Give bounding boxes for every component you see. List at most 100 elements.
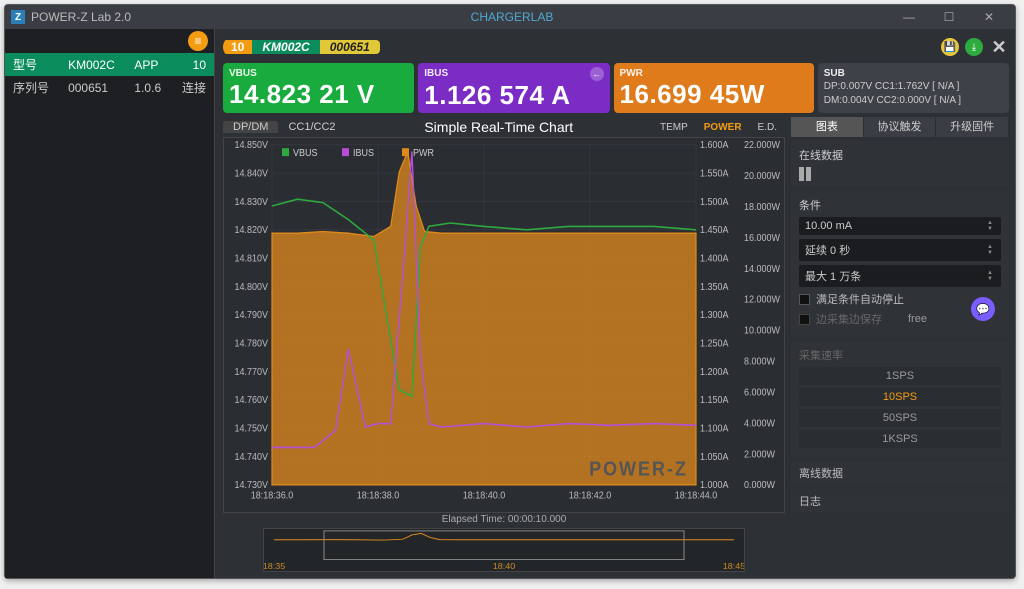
rtab-chart[interactable]: 图表 (791, 117, 864, 137)
sub-line1: DP:0.007V CC1:1.762V [ N/A ] (824, 80, 1003, 94)
vbus-value: 14.823 21 V (229, 80, 408, 108)
brand-label: CHARGERLAB (471, 10, 554, 24)
svg-text:14.760V: 14.760V (234, 395, 268, 407)
svg-text:18:18:40.0: 18:18:40.0 (463, 490, 506, 502)
back-icon[interactable]: ← (590, 67, 604, 81)
device-pill: 10 KM002C 000651 (223, 36, 380, 58)
close-button[interactable]: ✕ (969, 7, 1009, 27)
app-window: Z POWER-Z Lab 2.0 CHARGERLAB — ☐ ✕ ≡ 型号 … (4, 4, 1016, 579)
svg-text:1.450A: 1.450A (700, 225, 729, 237)
app-icon: Z (11, 10, 25, 24)
svg-text:14.000W: 14.000W (744, 263, 781, 275)
cond-title: 条件 (799, 197, 1001, 213)
tab-dpdm[interactable]: DP/DM (223, 121, 278, 133)
sps-1[interactable]: 1SPS (799, 367, 1001, 385)
svg-text:POWER-Z: POWER-Z (589, 459, 688, 481)
chat-icon[interactable]: 💬 (971, 297, 995, 321)
tab-power[interactable]: POWER (696, 122, 750, 133)
svg-text:18.000W: 18.000W (744, 202, 781, 214)
sub-label: SUB (824, 68, 1003, 80)
svg-text:0.000W: 0.000W (744, 480, 776, 492)
svg-text:18:18:44.0: 18:18:44.0 (675, 490, 718, 502)
svg-text:14.840V: 14.840V (234, 168, 268, 180)
device-sidebar: ≡ 型号 KM002C APP 10 序列号 000651 1.0.6 连接 (5, 29, 215, 578)
svg-text:18:18:36.0: 18:18:36.0 (251, 490, 294, 502)
right-panel: 图表 协议触发 升级固件 💬 在线数据 条件 10.00 mA▲▼ 延续 0 秒… (791, 117, 1009, 572)
minimize-button[interactable]: — (889, 7, 929, 27)
pwr-value: 16.699 45W (620, 80, 808, 108)
elapsed-label: Elapsed Time: 00:00:10.000 (223, 513, 785, 526)
svg-text:1.400A: 1.400A (700, 253, 729, 265)
svg-text:14.850V: 14.850V (234, 140, 268, 152)
svg-text:14.830V: 14.830V (234, 196, 268, 208)
input-max[interactable]: 最大 1 万条▲▼ (799, 265, 1001, 287)
svg-text:14.790V: 14.790V (234, 310, 268, 322)
chk-save[interactable]: 边采集边保存free (799, 311, 1001, 327)
svg-text:1.300A: 1.300A (700, 310, 729, 322)
sps-10[interactable]: 10SPS (799, 388, 1001, 406)
svg-text:1.600A: 1.600A (700, 140, 729, 152)
svg-text:1.350A: 1.350A (700, 281, 729, 293)
svg-text:18:35: 18:35 (264, 561, 285, 571)
pwr-card: PWR 16.699 45W (614, 63, 814, 113)
svg-text:12.000W: 12.000W (744, 294, 781, 306)
maximize-button[interactable]: ☐ (929, 7, 969, 27)
svg-text:16.000W: 16.000W (744, 232, 781, 244)
svg-text:18:18:42.0: 18:18:42.0 (569, 490, 612, 502)
pause-button[interactable] (799, 167, 1001, 181)
ibus-value: 1.126 574 A (424, 81, 603, 109)
svg-text:18:18:38.0: 18:18:38.0 (357, 490, 400, 502)
panel-close-icon[interactable]: ✕ (989, 37, 1009, 57)
titlebar[interactable]: Z POWER-Z Lab 2.0 CHARGERLAB — ☐ ✕ (5, 5, 1015, 29)
pill-serial: 000651 (320, 40, 380, 54)
svg-text:14.750V: 14.750V (234, 423, 268, 435)
offline-title: 离线数据 (799, 468, 843, 480)
svg-text:20.000W: 20.000W (744, 171, 781, 183)
table-row[interactable]: 序列号 000651 1.0.6 连接 (5, 76, 214, 99)
ibus-card: IBUS← 1.126 574 A (418, 63, 609, 113)
svg-text:6.000W: 6.000W (744, 387, 776, 399)
svg-text:4.000W: 4.000W (744, 418, 776, 430)
sub-card: SUB DP:0.007V CC1:1.762V [ N/A ] DM:0.00… (818, 63, 1009, 113)
sps-50[interactable]: 50SPS (799, 409, 1001, 427)
svg-text:14.780V: 14.780V (234, 338, 268, 350)
table-row[interactable]: 型号 KM002C APP 10 (5, 53, 214, 76)
sps-1k[interactable]: 1KSPS (799, 430, 1001, 448)
save-icon[interactable]: 💾 (941, 38, 959, 56)
svg-text:14.770V: 14.770V (234, 366, 268, 378)
svg-text:1.250A: 1.250A (700, 338, 729, 350)
sub-line2: DM:0.004V CC2:0.000V [ N/A ] (824, 94, 1003, 108)
rtab-protocol[interactable]: 协议触发 (864, 117, 937, 137)
pill-model: KM002C (252, 40, 319, 54)
svg-text:VBUS: VBUS (293, 148, 317, 160)
svg-text:14.740V: 14.740V (234, 451, 268, 463)
svg-text:1.100A: 1.100A (700, 423, 729, 435)
svg-text:18:45: 18:45 (723, 561, 744, 571)
chart[interactable]: 14.850V14.840V14.830V14.820V14.810V14.80… (223, 137, 785, 513)
svg-text:PWR: PWR (413, 148, 434, 160)
device-table: 型号 KM002C APP 10 序列号 000651 1.0.6 连接 (5, 53, 214, 99)
tab-temp[interactable]: TEMP (652, 122, 696, 133)
rtab-firmware[interactable]: 升级固件 (936, 117, 1009, 137)
svg-text:1.200A: 1.200A (700, 366, 729, 378)
svg-text:1.500A: 1.500A (700, 196, 729, 208)
svg-text:1.150A: 1.150A (700, 395, 729, 407)
pill-index: 10 (223, 40, 252, 54)
input-threshold[interactable]: 10.00 mA▲▼ (799, 217, 1001, 235)
svg-text:18:40: 18:40 (493, 561, 516, 571)
svg-text:IBUS: IBUS (353, 148, 374, 160)
sidebar-menu-icon[interactable]: ≡ (188, 31, 208, 51)
minimap[interactable]: 18:35 18:40 18:45 (263, 528, 745, 572)
svg-text:14.810V: 14.810V (234, 253, 268, 265)
tab-cc[interactable]: CC1/CC2 (278, 121, 345, 133)
svg-text:8.000W: 8.000W (744, 356, 776, 368)
input-delay[interactable]: 延续 0 秒▲▼ (799, 239, 1001, 261)
window-title: POWER-Z Lab 2.0 (31, 10, 131, 24)
export-icon[interactable]: ⤓ (965, 38, 983, 56)
svg-text:14.820V: 14.820V (234, 225, 268, 237)
tab-ed[interactable]: E.D. (750, 122, 785, 133)
log-title: 日志 (799, 496, 821, 508)
chart-title: Simple Real-Time Chart (346, 119, 652, 135)
svg-text:1.050A: 1.050A (700, 451, 729, 463)
svg-text:2.000W: 2.000W (744, 449, 776, 461)
